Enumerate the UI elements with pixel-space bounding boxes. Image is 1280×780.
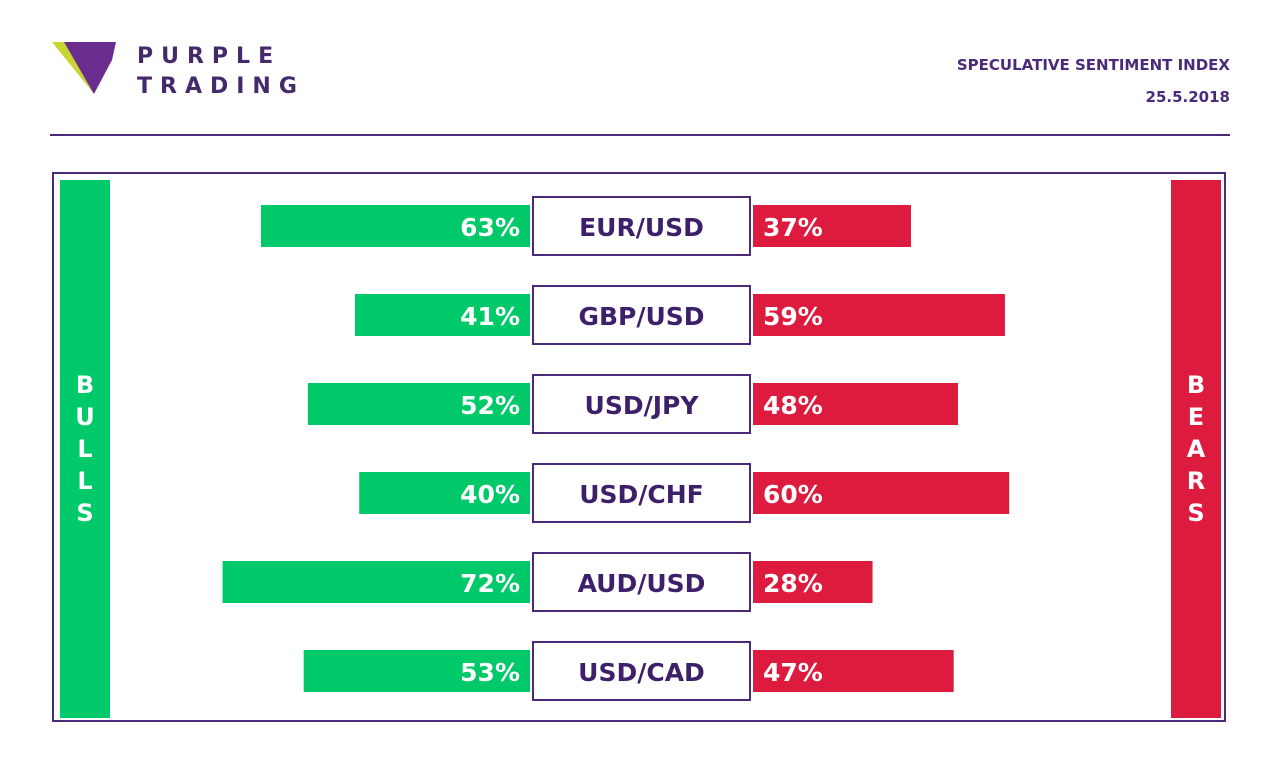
bulls-value-label: 40%	[460, 480, 520, 509]
chart-frame	[52, 172, 1226, 722]
bulls-value-label: 41%	[460, 302, 520, 331]
bears-bar	[753, 650, 954, 692]
pair-label-box	[532, 552, 751, 612]
bears-value-label: 48%	[763, 391, 823, 420]
brand-line-1: PURPLE	[137, 44, 282, 69]
bears-bar	[753, 294, 1005, 336]
brand-line-2: TRADING	[137, 74, 305, 99]
pair-label-box	[532, 196, 751, 256]
bulls-bar	[260, 205, 530, 247]
pair-label: GBP/USD	[578, 302, 704, 331]
pair-label-box	[532, 285, 751, 345]
bulls-bar	[307, 383, 530, 425]
bulls-label: BULLS	[75, 371, 95, 527]
bears-label: BEARS	[1186, 371, 1206, 527]
pair-label: USD/JPY	[585, 391, 700, 420]
bears-value-label: 28%	[763, 569, 823, 598]
bears-bar	[753, 205, 911, 247]
bulls-bar	[303, 650, 530, 692]
pair-label-box	[532, 641, 751, 701]
bulls-bar	[354, 294, 530, 336]
bears-bar	[753, 561, 873, 603]
report-title: SPECULATIVE SENTIMENT INDEX	[956, 56, 1230, 74]
bulls-bar	[222, 561, 530, 603]
bears-value-label: 47%	[763, 658, 823, 687]
brand-logo: PURPLE TRADING	[52, 40, 312, 100]
bears-side-bar: BEARS	[1171, 180, 1221, 718]
pair-label: USD/CHF	[579, 480, 704, 509]
header-divider	[50, 134, 1230, 136]
logo-mark-icon	[52, 42, 116, 94]
pair-label: USD/CAD	[578, 658, 705, 687]
bears-bar	[753, 383, 958, 425]
bulls-value-label: 72%	[460, 569, 520, 598]
pair-label: AUD/USD	[578, 569, 706, 598]
bears-value-label: 37%	[763, 213, 823, 242]
header-info: SPECULATIVE SENTIMENT INDEX 25.5.2018	[957, 56, 1230, 106]
bears-value-label: 60%	[763, 480, 823, 509]
pair-label-box	[532, 374, 751, 434]
bulls-bar	[359, 472, 530, 514]
pair-label-box	[532, 463, 751, 523]
bulls-value-label: 63%	[460, 213, 520, 242]
bulls-value-label: 53%	[460, 658, 520, 687]
report-date: 25.5.2018	[1145, 88, 1230, 106]
bulls-side-bar: BULLS	[60, 180, 110, 718]
pair-label: EUR/USD	[579, 213, 704, 242]
brand-name: PURPLE TRADING	[137, 42, 305, 102]
bears-value-label: 59%	[763, 302, 823, 331]
bulls-value-label: 52%	[460, 391, 520, 420]
bears-bar	[753, 472, 1010, 514]
